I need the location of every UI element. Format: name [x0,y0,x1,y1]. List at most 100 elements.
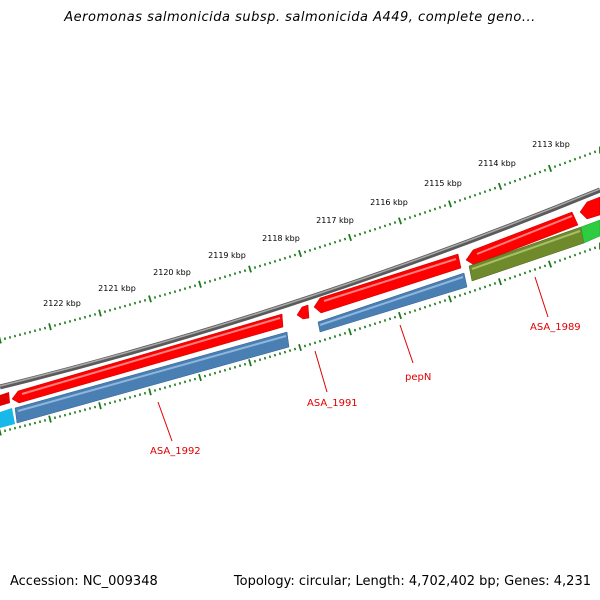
inner-minor-tick [53,416,57,420]
inner-minor-tick [133,394,137,398]
inner-minor-tick [33,421,37,425]
inner-minor-tick [263,356,267,360]
outer-minor-tick [253,266,257,269]
outer-minor-tick [533,172,537,176]
inner-major-tick [398,311,402,320]
ruler-label-2122: 2122 kbp [43,299,81,308]
outer-major-tick [448,200,452,208]
forward-strand-features [0,196,600,406]
outer-minor-tick [513,179,517,183]
inner-minor-tick [78,409,82,413]
inner-minor-tick [313,341,317,345]
inner-minor-tick [343,331,347,335]
outer-minor-tick [553,165,557,168]
inner-minor-tick [578,251,582,255]
outer-minor-tick [523,176,527,179]
inner-major-tick [348,328,352,336]
inner-minor-tick [283,350,287,354]
inner-minor-tick [178,381,182,385]
inner-major-tick [98,402,102,410]
outer-minor-tick [188,285,192,289]
outer-minor-tick [583,154,587,157]
accession-text: Accession: NC_009348 [10,574,158,589]
inner-minor-tick [378,320,382,324]
inner-major-tick [448,295,452,303]
outer-minor-tick [443,204,447,207]
inner-minor-tick [538,266,542,270]
inner-minor-tick [478,287,482,291]
outer-minor-tick [263,263,267,266]
outer-minor-tick [383,224,387,228]
outer-minor-tick [473,193,477,197]
inner-minor-tick [433,302,437,306]
feature-red-asa1991[interactable] [296,304,310,320]
inner-minor-tick [438,300,442,304]
outer-minor-tick [53,324,57,327]
inner-major-tick [547,260,553,268]
inner-minor-tick [8,428,12,431]
inner-minor-tick [543,264,547,268]
outer-minor-tick [153,296,157,299]
outer-minor-tick [118,306,122,309]
inner-minor-tick [593,246,597,250]
outer-minor-tick [318,245,322,249]
inner-minor-tick [38,420,42,424]
outer-minor-tick [273,259,277,263]
outer-major-tick [48,323,52,331]
inner-major-tick [248,359,252,367]
outer-minor-tick [378,226,382,229]
inner-major-tick [148,388,152,396]
outer-minor-tick [13,334,17,338]
inner-minor-tick [138,393,142,397]
outer-minor-tick [568,159,572,163]
feature-red-left-edge[interactable] [0,392,10,406]
cds-sheen-3 [471,230,581,270]
ruler-label-2116: 2116 kbp [370,198,408,207]
outer-minor-tick [408,216,412,219]
inner-minor-tick [588,248,592,252]
inner-minor-tick [323,338,327,342]
inner-minor-tick [443,299,447,302]
feature-label-asa1989[interactable]: ASA_1989 [530,322,581,333]
inner-minor-tick [128,396,132,399]
inner-minor-tick [218,370,222,374]
cds-green-right-edge[interactable] [580,219,600,244]
outer-minor-tick [68,319,72,323]
outer-minor-tick [83,315,87,319]
feature-red-sheen-1 [21,317,281,395]
inner-minor-tick [203,374,207,378]
outer-minor-tick [73,318,77,322]
feature-label-asa1992[interactable]: ASA_1992 [150,446,201,457]
outer-minor-tick [428,209,432,213]
outer-minor-tick [88,314,92,318]
feature-red-right-edge[interactable] [579,196,600,220]
outer-minor-tick [558,163,562,167]
outer-tick-track [0,146,600,344]
inner-minor-tick [83,408,87,412]
ruler-label-2119: 2119 kbp [208,251,246,260]
outer-minor-tick [538,170,542,174]
inner-minor-tick [108,401,112,405]
inner-minor-tick [303,344,307,348]
inner-minor-tick [528,269,532,273]
feature-label-asa1991[interactable]: ASA_1991 [307,398,358,409]
outer-minor-tick [213,278,217,282]
inner-minor-tick [88,407,92,410]
outer-minor-tick [128,303,132,306]
inner-minor-tick [358,327,362,330]
inner-minor-tick [243,362,247,366]
cds-cyan-left-edge[interactable] [0,408,15,428]
outer-minor-tick [468,195,472,199]
inner-major-tick [298,343,302,352]
outer-minor-tick [133,301,137,305]
inner-major-tick [198,373,202,382]
inner-minor-tick [328,336,332,340]
inner-minor-tick [183,380,187,384]
outer-minor-tick [353,234,357,238]
feature-label-pepn[interactable]: pepN [405,372,431,383]
outer-minor-tick [203,281,207,285]
inner-minor-tick [118,398,122,402]
outer-minor-tick [278,258,282,262]
inner-minor-tick [158,387,162,391]
outer-minor-tick [178,288,182,292]
